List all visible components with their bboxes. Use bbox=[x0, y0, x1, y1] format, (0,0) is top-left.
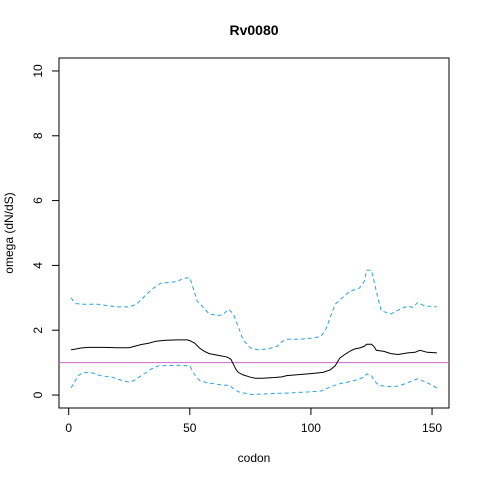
confidence-band-line-1 bbox=[70, 269, 437, 351]
omega-line bbox=[71, 339, 437, 379]
series-group bbox=[70, 269, 438, 395]
x-tick-label: 50 bbox=[183, 421, 197, 435]
y-tick-label: 0 bbox=[31, 391, 45, 398]
x-axis: 0 50 100 150 bbox=[65, 408, 442, 435]
x-tick-label: 0 bbox=[65, 421, 72, 435]
y-axis: 0 2 4 6 8 10 bbox=[31, 64, 59, 398]
x-axis-label: codon bbox=[238, 451, 271, 465]
confidence-band-line-2 bbox=[70, 364, 438, 395]
y-tick-label: 2 bbox=[31, 327, 45, 334]
y-tick-label: 8 bbox=[31, 132, 45, 139]
x-tick-label: 100 bbox=[301, 421, 321, 435]
plot-box bbox=[58, 57, 450, 409]
y-axis-label: omega (dN/dS) bbox=[2, 192, 16, 273]
y-tick-label: 4 bbox=[31, 262, 45, 269]
x-tick-label: 150 bbox=[422, 421, 442, 435]
y-tick-label: 10 bbox=[31, 64, 45, 78]
chart-title: Rv0080 bbox=[229, 22, 278, 38]
y-tick-label: 6 bbox=[31, 197, 45, 204]
